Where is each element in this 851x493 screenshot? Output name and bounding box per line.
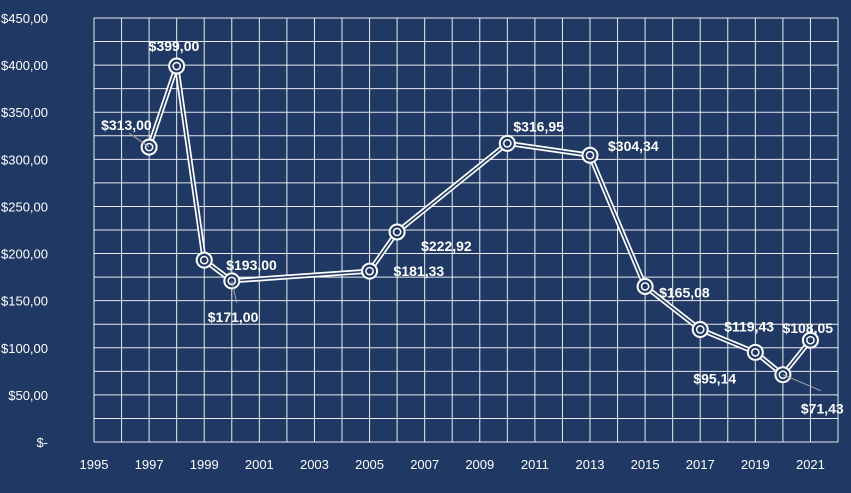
x-tick-label: 2021 [796,457,825,472]
x-tick-label: 2003 [300,457,329,472]
data-point [636,277,654,295]
data-point [361,262,379,280]
x-tick-label: 1999 [190,457,219,472]
x-tick-label: 2005 [355,457,384,472]
label-leader-line [231,280,238,303]
y-tick-label: $350,00 [1,105,48,120]
data-point-inner [585,150,595,160]
x-tick-label: 2019 [741,457,770,472]
data-label: $193,00 [226,257,277,273]
data-labels: $313,00 $399,00 $193,00 $171,00 $181,33 $222,… [101,38,844,417]
data-point-inner [806,335,815,345]
axes: $- $50,00 $100,00 $150,00 $200,00 $250,00 $300… [1,11,825,472]
data-label: $313,00 [101,117,152,133]
y-tick-label: $50,00 [8,388,48,403]
data-label: $108,05 [782,320,833,336]
data-point-inner [392,227,402,237]
x-tick-label: 2015 [631,457,660,472]
x-tick-label: 2001 [245,457,274,472]
data-label: $181,33 [394,263,445,279]
data-point [691,320,709,338]
label-leader-line [782,374,822,392]
data-point [388,223,406,241]
x-tick-label: 2013 [576,457,605,472]
x-tick-label: 2017 [686,457,715,472]
data-point [581,146,599,164]
x-tick-label: 2011 [521,457,549,472]
data-label: $222,92 [421,238,472,254]
y-tick-label: $- [36,435,48,450]
y-tick-label: $100,00 [1,341,48,356]
data-point [746,343,764,361]
x-tick-label: 1995 [80,457,109,472]
y-tick-label: $400,00 [1,58,48,73]
data-point-inner [640,282,650,291]
data-label: $316,95 [513,118,564,134]
data-point-inner [695,325,705,334]
y-tick-label: $150,00 [1,294,48,309]
data-label: $165,08 [659,284,710,300]
x-tick-label: 1997 [135,457,164,472]
data-label: $171,00 [208,309,259,325]
price-series [140,57,819,384]
data-point-inner [778,370,788,380]
data-label: $71,43 [801,401,844,417]
x-tick-label: 2007 [410,457,439,472]
data-label: $95,14 [693,370,736,386]
y-tick-label: $200,00 [1,247,48,262]
data-point [168,57,186,75]
data-label: $399,00 [149,38,200,54]
data-point-inner [365,266,374,276]
data-point [801,331,819,349]
data-point [498,134,516,152]
data-label: $304,34 [608,138,659,154]
data-point-inner [199,255,209,265]
grid [93,17,839,443]
data-point-inner [227,276,237,286]
y-tick-label: $300,00 [1,152,48,167]
data-point-inner [172,61,182,71]
x-tick-label: 2009 [465,457,494,472]
data-label: $119,43 [724,318,774,334]
data-point-inner [144,142,154,152]
y-tick-label: $250,00 [1,199,48,214]
data-point [195,251,213,269]
y-tick-label: $450,00 [1,11,48,26]
label-leader-line [128,132,150,148]
data-point-inner [750,348,760,357]
data-point-inner [502,139,512,148]
